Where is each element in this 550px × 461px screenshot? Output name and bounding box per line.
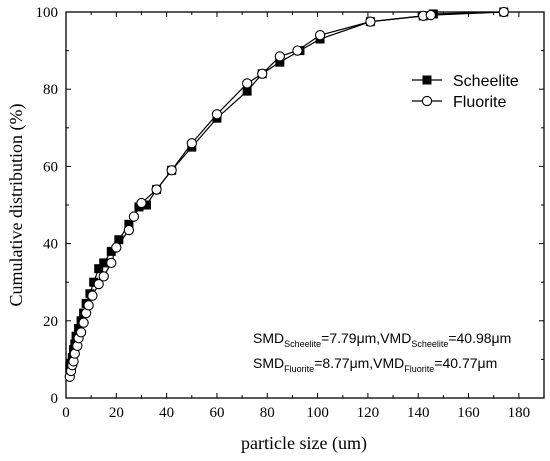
legend: Scheelite Fluorite: [412, 73, 519, 111]
y-tick-label: 100: [36, 5, 59, 21]
data-point-fluorite: [98, 271, 109, 282]
data-point-fluorite: [111, 242, 122, 253]
series-fluorite: [64, 6, 509, 382]
x-tick-label: 40: [159, 405, 174, 421]
data-point-fluorite: [211, 109, 223, 120]
y-tick-label: 60: [43, 159, 58, 175]
data-point-fluorite: [93, 278, 104, 290]
legend-label-scheelite: Scheelite: [453, 73, 519, 90]
series-line-fluorite: [69, 11, 504, 377]
x-tick-label: 140: [407, 405, 430, 421]
data-point-fluorite: [274, 51, 285, 62]
annotation-subscript: Scheelite: [284, 339, 321, 349]
data-point-fluorite: [151, 184, 162, 195]
annotation-subscript: Fluorite: [404, 364, 434, 374]
data-point-fluorite: [128, 211, 140, 222]
data-point-fluorite: [365, 16, 376, 27]
x-tick-label: 60: [209, 405, 224, 421]
annotation-text-segment: SMD: [253, 355, 284, 371]
x-tick-label: 120: [357, 405, 380, 421]
annotation-subscript: Fluorite: [284, 364, 314, 374]
data-point-fluorite: [425, 9, 436, 21]
annotation-text-segment: =40.77μm: [434, 355, 497, 371]
data-point-fluorite: [87, 290, 98, 301]
y-tick-label: 20: [43, 314, 58, 330]
x-tick-label: 20: [109, 405, 124, 421]
data-point-fluorite: [166, 165, 177, 176]
data-point-fluorite: [136, 197, 147, 209]
data-point-fluorite: [292, 45, 303, 56]
x-tick-label: 80: [260, 405, 275, 421]
legend-marker-fluorite: [421, 95, 433, 107]
y-tick-label: 40: [43, 237, 58, 253]
series-layer: [64, 6, 509, 382]
data-point-fluorite: [83, 300, 94, 311]
data-point-fluorite: [257, 68, 268, 79]
x-tick-label: 180: [508, 405, 531, 421]
series-scheelite: [65, 7, 509, 372]
data-point-fluorite: [241, 78, 253, 89]
legend-marker-scheelite: [422, 75, 432, 85]
annotation-layer: SMDScheelite=7.79μm,VMDScheelite=40.98μm…: [253, 330, 511, 374]
x-tick-label: 160: [457, 405, 480, 421]
y-tick-label: 0: [51, 391, 59, 407]
data-point-fluorite: [123, 224, 135, 236]
data-point-fluorite: [106, 257, 117, 269]
y-tick-label: 80: [43, 82, 58, 98]
annotation-text-segment: SMD: [253, 330, 284, 346]
legend-label-fluorite: Fluorite: [453, 94, 506, 111]
annotation-text-segment: =7.79μm,VMD: [321, 330, 411, 346]
annotation-line-2: SMDFluorite=8.77μm,VMDFluorite=40.77μm: [253, 355, 497, 374]
data-point-fluorite: [314, 30, 326, 41]
ticks-layer: 0 20 40 60 80 100 120 140 160 180 0 20 40 60 80 100: [36, 5, 544, 421]
x-tick-label: 0: [62, 405, 70, 421]
data-point-fluorite: [75, 327, 87, 338]
data-point-fluorite: [78, 317, 89, 328]
x-tick-label: 100: [306, 405, 329, 421]
annotation-text-segment: =40.98μm: [448, 330, 511, 346]
annotation-line-1: SMDScheelite=7.79μm,VMDScheelite=40.98μm: [253, 330, 511, 349]
x-axis-title: particle size (um): [241, 433, 367, 454]
y-axis-title: Cumulative distribution (%): [6, 104, 27, 307]
annotation-subscript: Scheelite: [411, 339, 448, 349]
series-line-scheelite: [69, 11, 504, 368]
data-point-fluorite: [498, 6, 509, 18]
data-point-fluorite: [186, 138, 197, 149]
annotation-text-segment: =8.77μm,VMD: [314, 355, 404, 371]
data-point-scheelite: [94, 264, 104, 274]
